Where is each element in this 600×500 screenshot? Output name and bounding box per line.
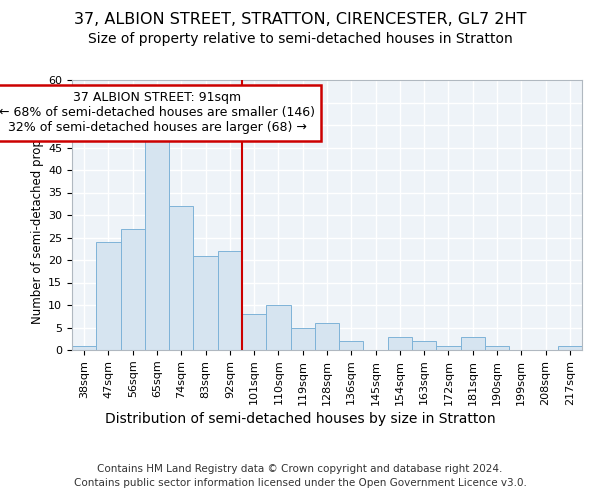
Y-axis label: Number of semi-detached properties: Number of semi-detached properties: [31, 106, 44, 324]
Text: 37, ALBION STREET, STRATTON, CIRENCESTER, GL7 2HT: 37, ALBION STREET, STRATTON, CIRENCESTER…: [74, 12, 526, 28]
Bar: [436, 346, 461, 350]
Bar: [388, 336, 412, 350]
Bar: [485, 346, 509, 350]
Bar: [558, 346, 582, 350]
Text: 37 ALBION STREET: 91sqm
← 68% of semi-detached houses are smaller (146)
32% of s: 37 ALBION STREET: 91sqm ← 68% of semi-de…: [0, 91, 315, 134]
Bar: [169, 206, 193, 350]
Bar: [412, 341, 436, 350]
Bar: [290, 328, 315, 350]
Bar: [145, 138, 169, 350]
Text: Distribution of semi-detached houses by size in Stratton: Distribution of semi-detached houses by …: [104, 412, 496, 426]
Bar: [96, 242, 121, 350]
Text: Size of property relative to semi-detached houses in Stratton: Size of property relative to semi-detach…: [88, 32, 512, 46]
Text: Contains HM Land Registry data © Crown copyright and database right 2024.
Contai: Contains HM Land Registry data © Crown c…: [74, 464, 526, 487]
Bar: [193, 256, 218, 350]
Bar: [218, 251, 242, 350]
Bar: [339, 341, 364, 350]
Bar: [242, 314, 266, 350]
Bar: [315, 323, 339, 350]
Bar: [72, 346, 96, 350]
Bar: [266, 305, 290, 350]
Bar: [121, 228, 145, 350]
Bar: [461, 336, 485, 350]
